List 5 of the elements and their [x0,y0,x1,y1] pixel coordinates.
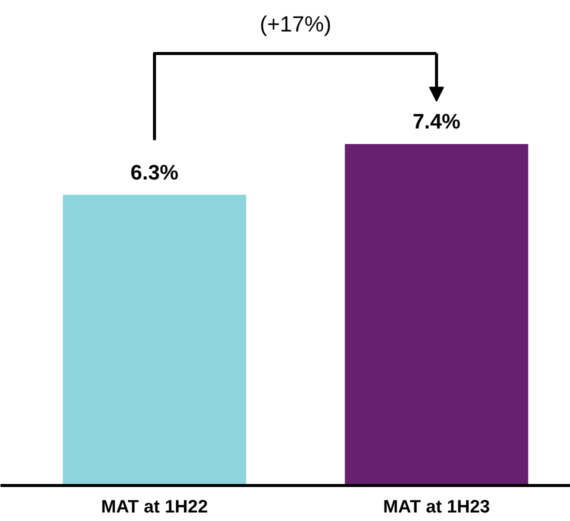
x-tick-label: MAT at 1H23 [383,496,490,516]
text: (+17%) [260,11,332,36]
data-label: 6.3% [130,161,179,184]
data-label: 7.4% [412,110,461,134]
x-tick-label: MAT at 1H22 [101,496,208,516]
